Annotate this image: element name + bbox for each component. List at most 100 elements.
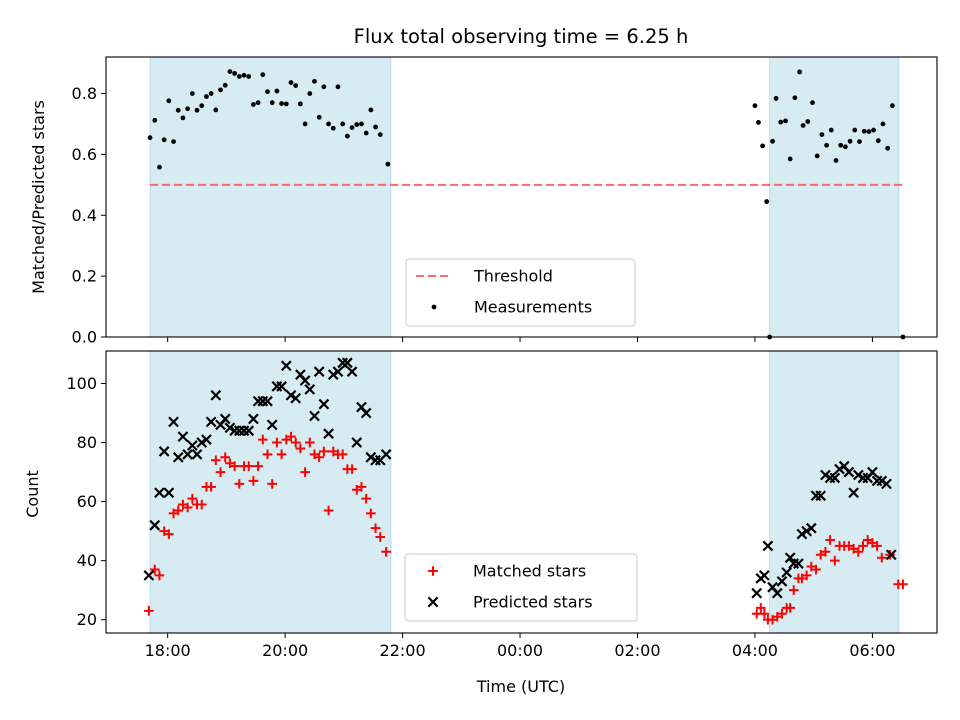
legend-label: Measurements: [474, 298, 592, 317]
predicted-star-point: [219, 413, 231, 425]
measurement-point: [885, 145, 891, 151]
measurement-point: [326, 121, 331, 127]
x-axis-label: Time (UTC): [476, 677, 565, 696]
y-tick-label: 0.6: [72, 145, 97, 164]
predicted-star-point: [332, 366, 344, 378]
matched-star-point: [234, 479, 245, 489]
matched-star-point: [211, 455, 221, 466]
legend-box: [404, 553, 638, 622]
matched-star-point: [154, 570, 165, 581]
predicted-star-point: [248, 413, 259, 425]
matched-star-point: [337, 449, 348, 460]
matched-star-point: [756, 603, 766, 613]
measurement-point: [199, 103, 205, 109]
predicted-star-point: [346, 366, 358, 378]
measurement-point: [847, 138, 853, 144]
measurement-point: [265, 89, 270, 95]
matched-star-point: [788, 585, 799, 595]
predicted-star-point: [313, 366, 325, 378]
matched-star-point: [248, 476, 259, 486]
measurement-point: [760, 143, 765, 149]
predicted-star-point: [781, 567, 793, 578]
measurement-point: [363, 130, 369, 136]
measurement-point: [246, 74, 252, 79]
matched-star-point: [759, 609, 770, 619]
matched-star-point: [304, 437, 315, 448]
measurement-point: [312, 78, 317, 84]
measurement-point: [297, 101, 303, 107]
measurement-point: [354, 122, 360, 127]
predicted-star-point: [341, 357, 353, 369]
predicted-star-point: [163, 487, 175, 499]
measurement-point: [227, 69, 233, 75]
matched-star-point: [300, 467, 310, 477]
predicted-star-point: [885, 549, 897, 561]
predicted-star-point: [304, 384, 316, 395]
measurement-point: [330, 125, 336, 131]
chart-title: Flux total observing time = 6.25 h: [354, 25, 689, 48]
measurement-point: [805, 119, 811, 124]
predicted-star-point: [191, 448, 203, 460]
measurement-point: [279, 101, 284, 106]
measurement-point: [269, 100, 275, 106]
matched-star-point: [361, 493, 371, 504]
predicted-star-point: [805, 522, 817, 534]
measurement-point: [241, 72, 247, 78]
measurement-point: [752, 103, 758, 109]
measurement-point: [377, 132, 383, 138]
y-tick-label: 0.4: [72, 206, 97, 225]
matched-star-point: [347, 464, 357, 474]
measurement-point: [792, 95, 798, 101]
predicted-star-point: [210, 389, 222, 401]
matched-star-point: [319, 446, 329, 457]
measurement-point: [335, 84, 341, 90]
matched-star-point: [777, 609, 787, 619]
y-axis-label-bottom: Count: [23, 470, 42, 518]
measurement-point: [810, 100, 815, 106]
measurement-point: [756, 120, 761, 125]
matched-star-point: [258, 434, 268, 445]
matched-star-point: [253, 461, 263, 471]
panel-counts: 20 40 60 80 100 18:00 20:00 22:00 00:00 02:00 04:0…: [66, 350, 938, 660]
measurement-point: [166, 98, 172, 104]
predicted-star-point: [793, 558, 804, 569]
measurement-point: [152, 117, 158, 123]
matched-star-point: [898, 579, 908, 590]
measurement-point: [861, 128, 867, 134]
shaded-interval: [769, 350, 900, 634]
measurement-point: [147, 135, 153, 141]
matched-star-point: [858, 541, 868, 551]
x-tick-label: 20:00: [262, 641, 308, 660]
measurement-point: [875, 138, 881, 144]
matched-star-point: [825, 535, 835, 545]
predicted-star-point: [351, 437, 363, 448]
predicted-star-point: [290, 392, 302, 404]
matched-star-point: [375, 532, 386, 542]
measurement-point: [349, 125, 355, 131]
measurement-point: [222, 82, 228, 88]
measurement-point: [787, 156, 793, 162]
measurement-point: [194, 107, 200, 113]
measurement-point: [852, 127, 858, 133]
predicted-star-point: [323, 428, 334, 440]
predicted-star-point: [843, 466, 855, 478]
legend-label: Threshold: [473, 267, 553, 286]
measurement-point: [185, 106, 191, 112]
y-tick-label: 40: [77, 551, 97, 570]
predicted-star-point: [182, 448, 194, 460]
legend-marker: [427, 596, 439, 608]
matched-star-point: [286, 431, 296, 442]
y-axis-label-top: Matched/Predicted stars: [29, 100, 48, 294]
matched-star-point: [276, 449, 287, 460]
shaded-interval: [149, 56, 392, 338]
predicted-star-point: [771, 587, 783, 599]
legend-box: [405, 258, 636, 327]
measurement-point: [204, 94, 209, 99]
measurement-point: [213, 107, 219, 113]
predicted-star-point: [867, 466, 878, 478]
matched-star-point: [820, 546, 831, 557]
measurement-point: [797, 69, 802, 75]
matched-star-point: [196, 499, 207, 510]
measurement-point: [368, 107, 374, 113]
